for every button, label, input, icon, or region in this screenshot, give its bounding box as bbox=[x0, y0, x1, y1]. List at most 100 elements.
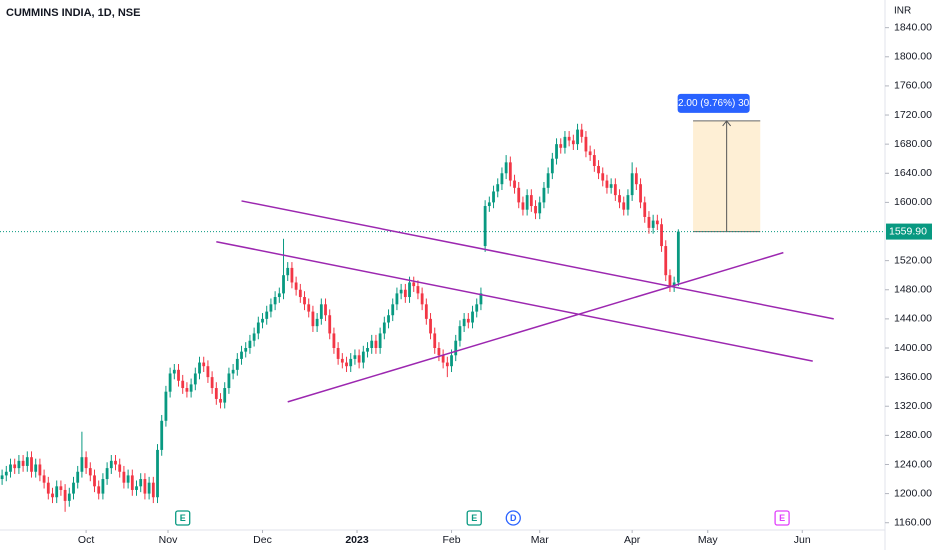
candle-body bbox=[38, 464, 42, 476]
candle-body bbox=[84, 457, 88, 469]
x-tick-label: Feb bbox=[442, 534, 460, 546]
y-tick-label: 1320.00 bbox=[894, 400, 932, 412]
candle-body bbox=[580, 129, 584, 137]
y-tick-label: 1800.00 bbox=[894, 51, 932, 63]
x-tick-label: Mar bbox=[531, 534, 550, 546]
candle-body bbox=[4, 471, 8, 476]
candle-body bbox=[588, 151, 592, 156]
candle-body bbox=[172, 369, 176, 374]
candle-body bbox=[374, 340, 378, 348]
candle-body bbox=[315, 318, 319, 327]
candle-body bbox=[508, 162, 512, 181]
candle-body bbox=[622, 202, 626, 210]
candle-body bbox=[630, 173, 634, 196]
y-tick-label: 1240.00 bbox=[894, 458, 932, 470]
candle-body bbox=[634, 173, 638, 185]
candle-body bbox=[597, 165, 600, 174]
candle-body bbox=[214, 388, 218, 399]
candle-body bbox=[252, 333, 256, 341]
chart-title: CUMMINS INDIA, 1D, NSE bbox=[6, 7, 140, 19]
candle-body bbox=[517, 187, 521, 203]
y-tick-label: 1480.00 bbox=[894, 284, 932, 296]
y-tick-label: 1840.00 bbox=[894, 21, 932, 33]
x-tick-label: 2023 bbox=[345, 534, 369, 546]
candle-body bbox=[298, 289, 302, 298]
candle-body bbox=[311, 311, 315, 327]
candle-body bbox=[340, 358, 344, 363]
candle-body bbox=[504, 162, 508, 174]
candle-body bbox=[655, 220, 659, 225]
candle-body bbox=[613, 184, 617, 196]
measure-label: 152.00 (9.76%) 3040 bbox=[667, 98, 761, 109]
candle-body bbox=[429, 318, 432, 334]
candle-body bbox=[114, 460, 117, 465]
candle-body bbox=[349, 358, 353, 367]
candle-body bbox=[269, 304, 273, 312]
candle-body bbox=[513, 180, 516, 188]
candle-body bbox=[185, 388, 189, 392]
y-tick-label: 1720.00 bbox=[894, 109, 932, 121]
candle-body bbox=[59, 486, 63, 490]
candle-body bbox=[492, 191, 495, 203]
candle-body bbox=[345, 362, 348, 367]
candle-body bbox=[303, 297, 306, 305]
candle-body bbox=[605, 180, 609, 188]
candle-body bbox=[395, 293, 399, 305]
candle-body bbox=[584, 136, 588, 152]
candle-body bbox=[231, 369, 235, 374]
candle-body bbox=[219, 398, 222, 403]
x-tick-label: May bbox=[698, 534, 719, 546]
candle-body bbox=[479, 293, 483, 305]
candle-body bbox=[135, 486, 138, 490]
candle-body bbox=[13, 464, 17, 469]
candle-body bbox=[101, 479, 105, 494]
candle-body bbox=[462, 318, 466, 327]
candle-body bbox=[366, 347, 369, 352]
candle-body bbox=[67, 493, 71, 501]
candle-body bbox=[265, 311, 269, 319]
y-tick-label: 1160.00 bbox=[894, 517, 931, 529]
candle-body bbox=[441, 355, 445, 363]
candle-body bbox=[571, 140, 575, 145]
trendline bbox=[216, 240, 813, 362]
y-tick-label: 1640.00 bbox=[894, 167, 932, 179]
event-icon bbox=[774, 510, 790, 526]
candle-body bbox=[576, 129, 579, 145]
candle-body bbox=[42, 475, 46, 483]
candle-body bbox=[664, 246, 668, 276]
candle-body bbox=[399, 289, 403, 294]
candle-body bbox=[240, 351, 243, 359]
candle-body bbox=[319, 304, 323, 319]
candle-body bbox=[55, 486, 59, 498]
candle-body bbox=[189, 384, 193, 392]
y-tick-label: 1400.00 bbox=[894, 342, 932, 354]
candle-body bbox=[370, 340, 374, 348]
candle-body bbox=[307, 304, 311, 312]
candle-body bbox=[227, 373, 231, 389]
candle-body bbox=[592, 155, 596, 166]
candle-body bbox=[202, 362, 206, 367]
candle-body bbox=[122, 471, 126, 483]
candle-body bbox=[286, 267, 290, 276]
event-label: D bbox=[510, 513, 517, 523]
candle-body bbox=[277, 293, 281, 298]
candle-body bbox=[445, 362, 449, 367]
y-tick-label: 1440.00 bbox=[894, 313, 932, 325]
candle-body bbox=[626, 195, 630, 210]
candle-body bbox=[235, 358, 239, 370]
measure-arrowhead bbox=[722, 120, 732, 127]
candle-body bbox=[559, 144, 563, 148]
candle-body bbox=[34, 464, 38, 472]
candle-body bbox=[475, 304, 479, 312]
candle-body bbox=[643, 202, 647, 217]
candle-body bbox=[378, 333, 382, 348]
candle-body bbox=[563, 136, 567, 148]
y-tick-label: 1680.00 bbox=[894, 138, 932, 150]
candle-body bbox=[130, 475, 134, 490]
candle-body bbox=[105, 468, 109, 480]
candle-body bbox=[618, 195, 621, 203]
candle-body bbox=[454, 340, 458, 356]
candle-body bbox=[387, 315, 390, 323]
candle-body bbox=[412, 282, 416, 287]
candle-body bbox=[567, 136, 571, 141]
